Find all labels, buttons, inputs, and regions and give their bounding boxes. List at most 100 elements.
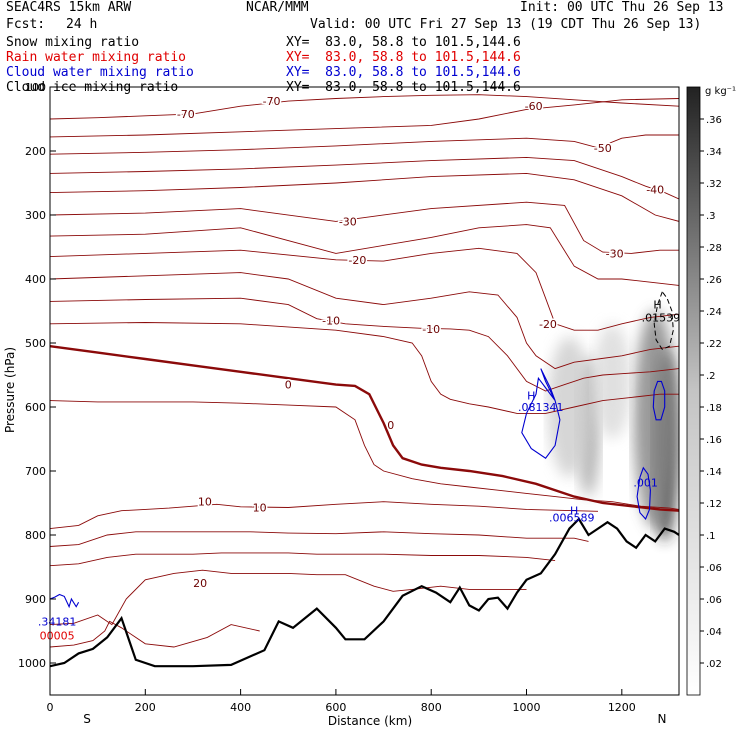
isotherm-3 [50,156,679,200]
cb-tick-label-1: .04 [706,627,722,638]
max-label-2: H [527,389,535,402]
y-axis-label: Pressure (hPa) [3,347,17,433]
org-title: NCAR/MMM [246,0,309,15]
isotherm-11 [50,345,679,512]
fcst-label: Fcst: [6,17,46,32]
valid-time: Valid: 00 UTC Fri 27 Sep 13 (19 CDT Thu … [310,17,702,32]
cb-tick-label-5: .12 [706,499,722,510]
max-label-4: H [570,505,578,518]
temp-label-15: 20 [193,577,207,590]
max-label-0: H [653,299,661,312]
cloud-water-contour-3 [50,593,80,609]
temp-label-10: -10 [422,323,440,336]
snow-shade-4 [593,323,632,439]
y-tick-label-9: 1000 [18,657,46,670]
max-label-6: .001 [633,477,658,490]
max-label-3: .081341 [518,401,564,414]
cb-tick-label-16: .34 [706,147,722,158]
max-label-5: .006589 [549,512,595,525]
temp-label-13: 10 [198,496,212,509]
cb-tick-label-11: .24 [706,307,722,318]
field-name-cloud-water: Cloud water mixing ratio [6,65,194,80]
x-tick-label-6: 1200 [608,701,636,714]
cloud-water-contour-0 [521,368,561,459]
y-tick-label-6: 700 [25,465,46,478]
x-axis-label: Distance (km) [328,714,412,728]
cb-tick-label-9: .2 [706,371,716,382]
temp-label-14: 10 [253,501,267,514]
temp-label-9: -10 [322,315,340,328]
axes: 0 200 400 600 800 1000 12001002003004005006007… [18,81,636,714]
field-xy-snow: XY= 83.0, 58.8 to 101.5,144.6 [286,35,521,50]
model-title: SEAC4RS 15km ARW [6,0,132,15]
isotherm-1 [50,98,679,138]
x-tick-label-1: 200 [135,701,156,714]
isotherm-12 [50,400,679,510]
y-tick-label-3: 400 [25,273,46,286]
colorbar-ticks: .02 .04 .06 .06 .1 .12 .14 .16 .18 .2 .22 .24 .26 .28… [700,115,722,670]
isotherm-10 [50,322,679,414]
endpoint-right: N [658,712,667,726]
temp-label-4: -40 [646,183,664,196]
cb-tick-label-12: .26 [706,275,722,286]
endpoint-left: S [83,712,91,726]
max-label-8: 00005 [40,629,75,642]
cb-tick-label-14: .3 [706,211,716,222]
isotherm-16 [50,569,527,626]
isotherm-9 [50,297,679,392]
cb-tick-label-13: .28 [706,243,722,254]
cloud-contours [50,290,674,609]
field-name-rain: Rain water mixing ratio [6,50,187,65]
temp-label-0: -70 [177,108,195,121]
field-xy-cloud-ice: XY= 83.0, 58.8 to 101.5,144.6 [286,80,521,95]
isotherm-13 [50,501,599,530]
x-tick-label-2: 400 [230,701,251,714]
field-xy-cloud-water: XY= 83.0, 58.8 to 101.5,144.6 [286,65,521,80]
cb-tick-label-3: .06 [706,563,722,574]
temp-label-3: -50 [594,142,612,155]
snow-shade-3 [547,336,591,478]
isotherm-8 [50,272,679,370]
isotherm-17 [50,620,260,648]
isotherm-7 [50,247,679,331]
cloud-water-contour-1 [636,466,651,521]
init-time: Init: 00 UTC Thu 26 Sep 13 [520,0,724,15]
temp-label-7: -20 [348,254,366,267]
contour-labels: -70 -70 -60 -50 -40 -30 -30 -20 -20 -10 -10 0 0 10 10 2… [38,94,680,643]
isotherm-6 [50,224,679,286]
y-tick-label-1: 200 [25,145,46,158]
temp-label-12: 0 [387,419,394,432]
cb-tick-label-2: .06 [706,595,722,606]
temp-label-5: -30 [339,215,357,228]
temp-label-8: -20 [539,318,557,331]
colorbar [686,86,701,696]
temp-label-1: -70 [263,95,281,108]
x-tick-label-0: 0 [47,701,54,714]
isotherm-14 [50,531,589,547]
temp-label-6: -30 [606,247,624,260]
field-name-snow: Snow mixing ratio [6,35,140,50]
fcst-value: 24 h [66,17,98,32]
cb-tick-label-0: .02 [706,659,722,670]
snow-shade-1 [633,311,677,529]
isotherm-4 [50,172,679,222]
colorbar-unit: g kg⁻¹ [705,86,736,97]
terrain-line [50,517,679,668]
snow-shading [547,311,677,542]
y-tick-label-0: 100 [25,81,46,94]
isotherm-15 [50,552,556,567]
field-xy-rain: XY= 83.0, 58.8 to 101.5,144.6 [286,50,521,65]
x-tick-label-3: 600 [325,701,346,714]
x-tick-label-5: 1000 [513,701,541,714]
y-tick-label-7: 800 [25,529,46,542]
cb-tick-label-15: .32 [706,179,722,190]
cb-tick-label-6: .14 [706,467,722,478]
cloud-ice-contour [653,290,674,351]
cb-tick-label-4: .1 [706,531,716,542]
y-tick-label-8: 900 [25,593,46,606]
temp-label-11: 0 [285,379,292,392]
cloud-water-contour-2 [652,380,666,421]
cb-tick-label-8: .18 [706,403,722,414]
y-tick-label-4: 500 [25,337,46,350]
